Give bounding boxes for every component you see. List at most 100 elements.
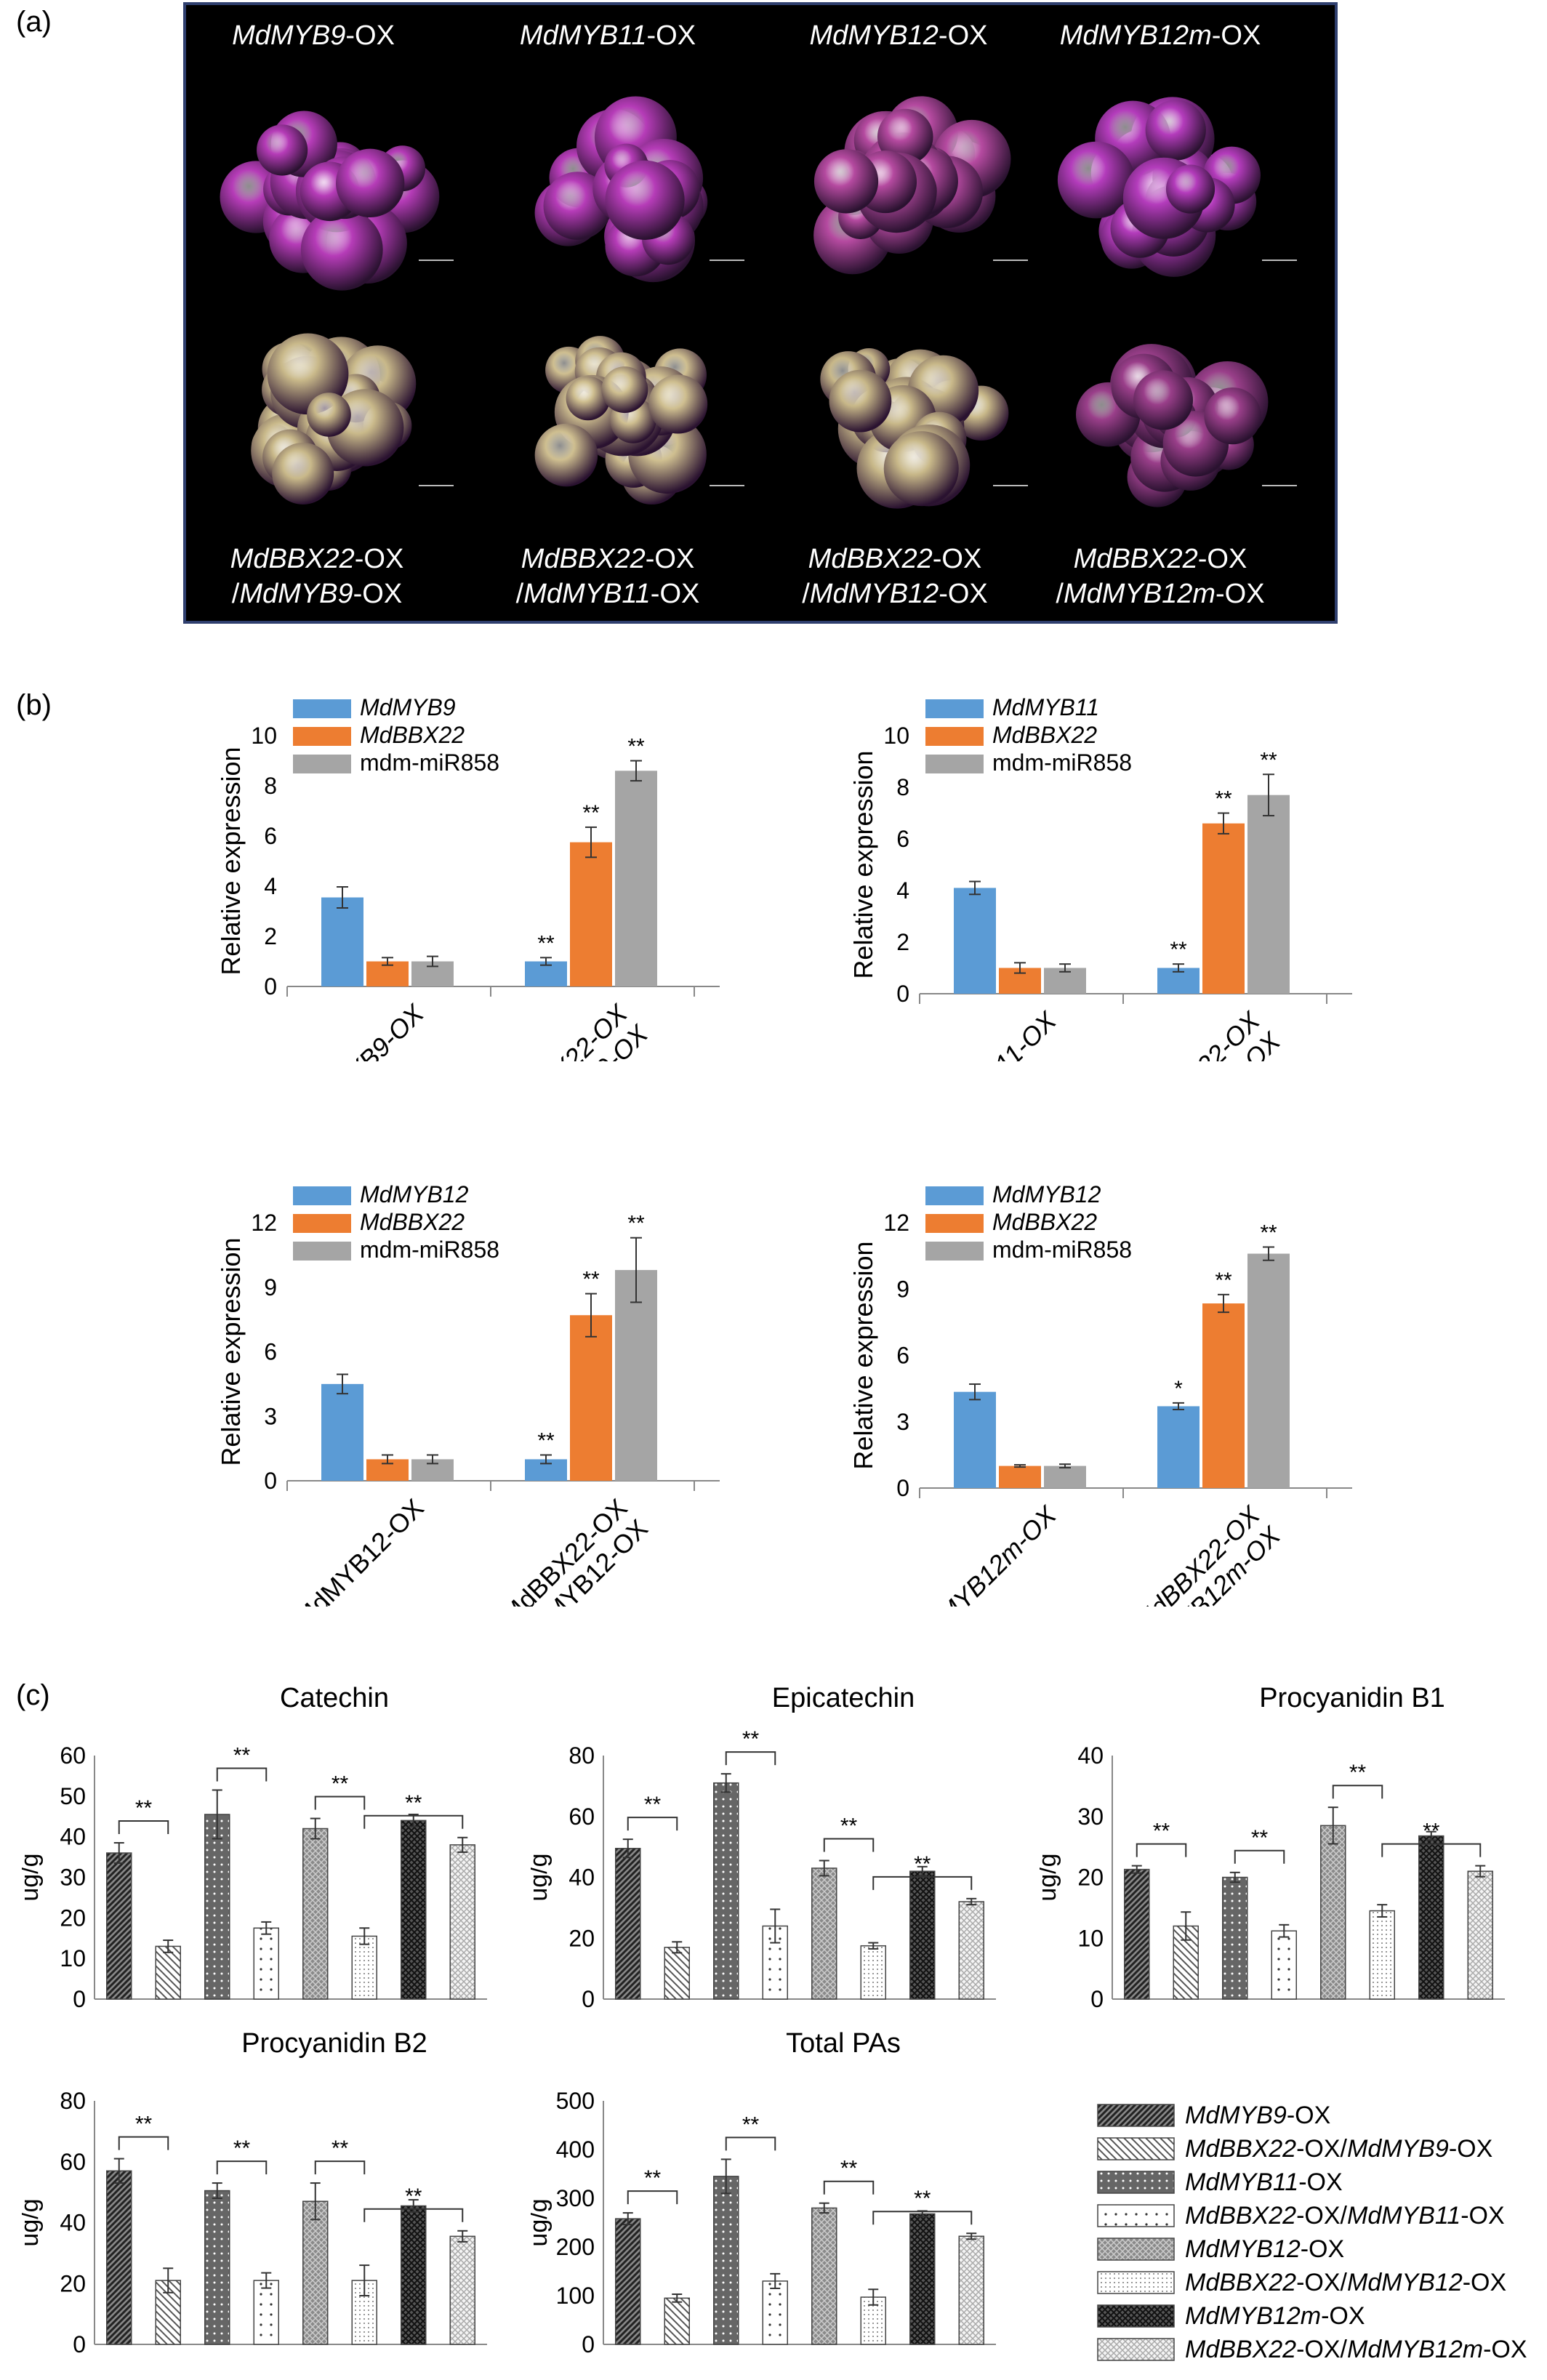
- bar-mdm-miR858: [1044, 1466, 1086, 1488]
- bar-MdBBX22: [999, 1466, 1041, 1488]
- y-tick-label: 10: [1077, 1925, 1104, 1951]
- legend-label: mdm-miR858: [360, 749, 499, 776]
- significance-label: **: [1215, 1269, 1232, 1292]
- legend-swatch: [925, 1242, 984, 1261]
- y-tick-label: 0: [264, 1468, 277, 1494]
- y-axis-label: ug/g: [22, 2198, 44, 2246]
- y-tick-label: 60: [60, 2149, 86, 2175]
- y-tick-label: 20: [1077, 1865, 1104, 1891]
- y-tick-label: 10: [883, 723, 909, 749]
- bar: [401, 2205, 427, 2345]
- significance-label: **: [233, 1743, 251, 1767]
- chart-title: Procyanidin B2: [241, 2028, 427, 2059]
- bar: [155, 1945, 181, 2000]
- photo-bottom-label-3: MdBBX22-OX/MdMYB12-OX: [802, 544, 988, 609]
- legend-label: MdMYB12m-OX: [1185, 2302, 1365, 2330]
- chart-c1-catechin: Catechin ug/g 0 10 20 30 40 50 60 ** ** ** **: [22, 1683, 487, 2012]
- legend-swatch: [1097, 2271, 1175, 2294]
- y-tick-label: 6: [264, 1339, 277, 1365]
- bar: [713, 1782, 739, 2000]
- callus-top-3: [813, 96, 1028, 275]
- chart-c5-total-pas: Total PAs ug/g 0 100 200 300 400 500 ** ** ** **: [531, 2028, 996, 2357]
- y-axis-label: ug/g: [1040, 1853, 1061, 1901]
- legend-swatch: [1097, 2171, 1175, 2194]
- bar: [909, 2213, 936, 2345]
- legend-label: MdBBX22: [992, 1209, 1097, 1235]
- legend-swatch: [925, 1186, 984, 1205]
- significance-label: **: [1170, 938, 1187, 962]
- y-tick-label: 40: [1077, 1742, 1104, 1769]
- legend-label: mdm-miR858: [992, 1237, 1132, 1263]
- y-tick-label: 0: [73, 1986, 86, 2012]
- bar: [958, 2235, 984, 2345]
- chart-title: Epicatechin: [772, 1683, 915, 1713]
- bar: [958, 1901, 984, 2000]
- significance-bracket: [823, 1838, 875, 1852]
- bar: [909, 1870, 936, 2000]
- significance-label: **: [1260, 1221, 1277, 1245]
- y-tick-label: 0: [264, 973, 277, 1000]
- bar: [1467, 1870, 1493, 2000]
- significance-label: **: [644, 2166, 662, 2190]
- y-tick-label: 6: [896, 1343, 909, 1369]
- legend-swatch: [293, 755, 351, 773]
- x-category-label: MdMYB9-OX: [300, 997, 430, 1061]
- significance-bracket: [363, 1814, 464, 1829]
- panel-letter-b: (b): [16, 689, 52, 721]
- significance-bracket: [216, 2160, 268, 2175]
- bar: [860, 1945, 886, 2000]
- bar-MdMYB12: [1157, 1406, 1200, 1488]
- scale-bar: [710, 485, 744, 486]
- significance-label: **: [405, 1791, 422, 1815]
- y-tick-label: 10: [251, 723, 277, 749]
- scale-bar: [993, 260, 1028, 261]
- significance-label: **: [742, 1727, 760, 1751]
- y-tick-label: 2: [896, 929, 909, 955]
- legend-label: MdBBX22: [992, 722, 1097, 748]
- chart-b2-myb11-expression: Relative expression 0 2 4 6 8 10 MdMYB11-OX ** **…: [848, 698, 1352, 1061]
- bar-MdMYB12: [954, 1391, 996, 1488]
- bar-mdm-miR858: [615, 1270, 657, 1481]
- legend-label: MdMYB11-OX: [1185, 2168, 1343, 2196]
- bar: [1222, 1876, 1248, 2000]
- legend-label: MdBBX22-OX/MdMYB12-OX: [1185, 2269, 1506, 2296]
- significance-bracket: [725, 1751, 776, 1766]
- legend-swatch: [1097, 2338, 1175, 2361]
- bar: [449, 2235, 475, 2345]
- y-tick-label: 4: [896, 877, 909, 904]
- significance-bracket: [823, 2180, 875, 2195]
- bar: [106, 2170, 132, 2345]
- y-axis-label: Relative expression: [216, 1237, 246, 1466]
- significance-label: **: [135, 1796, 153, 1820]
- significance-label: **: [537, 1429, 555, 1453]
- scale-bar: [1262, 260, 1297, 261]
- bar: [449, 1844, 475, 2000]
- legend-label: MdMYB12-OX: [1185, 2235, 1344, 2263]
- bar: [351, 1935, 377, 2000]
- bar-MdBBX22: [570, 1315, 612, 1481]
- y-tick-label: 0: [896, 1475, 909, 1501]
- bar-mdm-miR858: [615, 771, 657, 986]
- bar: [615, 1847, 641, 2000]
- callus-bottom-2: [534, 336, 744, 505]
- legend-label: MdMYB9-OX: [1185, 2102, 1330, 2129]
- y-tick-label: 20: [60, 1905, 86, 1931]
- legend-swatch: [1097, 2238, 1175, 2261]
- bar: [811, 1868, 837, 2000]
- callus-top-2: [534, 96, 744, 283]
- significance-label: **: [840, 2157, 858, 2181]
- y-tick-label: 400: [556, 2136, 595, 2163]
- bar: [253, 2280, 279, 2345]
- scale-bar: [993, 485, 1028, 486]
- bar-MdMYB12: [321, 1383, 363, 1481]
- x-category-label: MdMYB12-OX: [289, 1493, 430, 1607]
- y-axis-label: ug/g: [22, 1853, 44, 1901]
- photo-top-label-4: MdMYB12m-OX: [1059, 20, 1261, 51]
- significance-bracket: [314, 2160, 366, 2175]
- significance-bracket: [1381, 1843, 1482, 1857]
- y-tick-label: 40: [568, 1865, 595, 1891]
- legend-swatch: [293, 1186, 351, 1205]
- y-tick-label: 40: [60, 2210, 86, 2236]
- y-tick-label: 30: [60, 1865, 86, 1891]
- significance-label: **: [1251, 1826, 1269, 1850]
